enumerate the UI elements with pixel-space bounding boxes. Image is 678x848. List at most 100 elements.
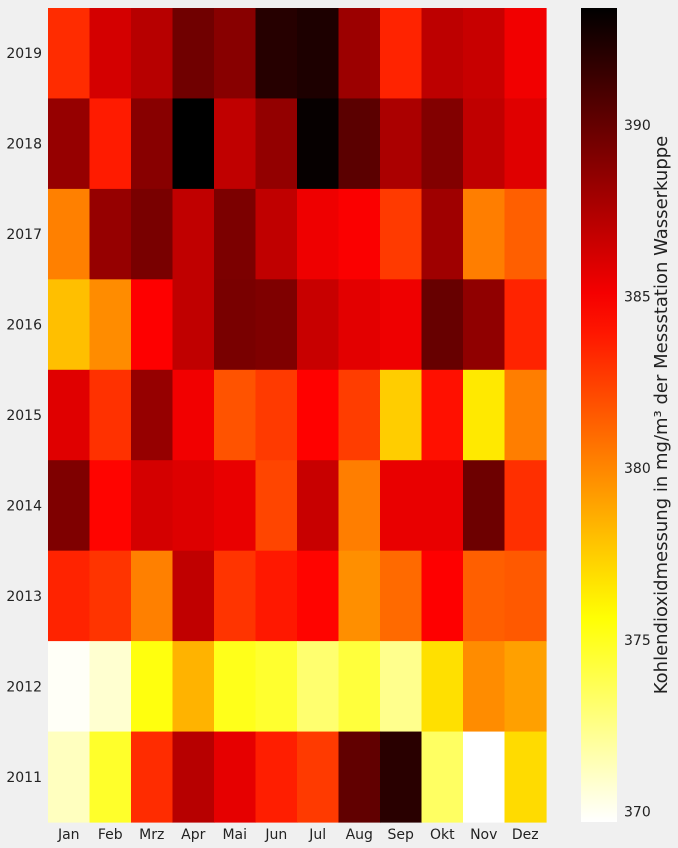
heatmap-cell	[214, 460, 257, 552]
heatmap-cell	[338, 8, 381, 100]
heatmap-cell	[463, 188, 506, 280]
heatmap-cell	[421, 98, 464, 190]
heatmap-cell	[297, 731, 340, 823]
x-tick-label: Feb	[98, 827, 123, 843]
heatmap-cell	[421, 460, 464, 552]
heatmap-cell	[463, 8, 506, 100]
heatmap-cell	[48, 550, 91, 642]
heatmap-cell	[463, 731, 506, 823]
y-tick-label: 2016	[6, 318, 42, 334]
y-tick-label: 2019	[6, 46, 42, 62]
y-tick-labels: 2019 2018 2017 2016 2015 2014 2013 2012 2011	[6, 46, 42, 786]
heatmap-cell	[48, 641, 91, 733]
x-tick-label: Jan	[57, 827, 80, 843]
heatmap-cell	[48, 98, 91, 190]
heatmap-cell	[214, 279, 257, 371]
heatmap-cell	[421, 8, 464, 100]
heatmap-cell	[48, 188, 91, 280]
x-tick-label: Nov	[470, 827, 497, 843]
heatmap-cell	[172, 8, 215, 100]
heatmap-cell	[463, 550, 506, 642]
heatmap-cell	[89, 731, 132, 823]
heatmap-cell	[255, 550, 298, 642]
heatmap-cell	[89, 98, 132, 190]
heatmap-cell	[297, 98, 340, 190]
heatmap-cell	[297, 641, 340, 733]
heatmap-cells	[48, 8, 547, 823]
heatmap-cell	[255, 641, 298, 733]
colorbar-tick-label: 390	[624, 118, 651, 134]
heatmap-cell	[504, 188, 547, 280]
colorbar-tick-label: 370	[624, 805, 651, 821]
heatmap-cell	[131, 460, 174, 552]
heatmap-cell	[255, 8, 298, 100]
heatmap-cell	[297, 369, 340, 461]
heatmap-cell	[214, 98, 257, 190]
y-tick-label: 2014	[6, 498, 42, 514]
heatmap-cell	[48, 8, 91, 100]
heatmap-cell	[504, 550, 547, 642]
heatmap-cell	[421, 550, 464, 642]
colorbar-tick-labels: 370 375 380 385 390	[624, 118, 651, 821]
heatmap-cell	[131, 279, 174, 371]
heatmap-cell	[504, 279, 547, 371]
heatmap-cell	[504, 98, 547, 190]
heatmap-cell	[48, 460, 91, 552]
colorbar-tick-label: 385	[624, 290, 651, 306]
heatmap-cell	[214, 188, 257, 280]
heatmap-cell	[463, 641, 506, 733]
heatmap-cell	[463, 98, 506, 190]
y-tick-label: 2017	[6, 227, 42, 243]
x-tick-labels: Jan Feb Mrz Apr Mai Jun Jul Aug Sep Okt Nov Dez	[57, 827, 539, 843]
colorbar-tick-label: 380	[624, 461, 651, 477]
heatmap-cell	[338, 279, 381, 371]
heatmap-cell	[131, 8, 174, 100]
heatmap-cell	[463, 279, 506, 371]
x-tick-label: Dez	[512, 827, 539, 843]
x-tick-label: Apr	[181, 827, 205, 843]
heatmap-cell	[172, 641, 215, 733]
heatmap-cell	[297, 188, 340, 280]
heatmap-cell	[421, 279, 464, 371]
heatmap-cell	[380, 98, 423, 190]
colorbar-label: Kohlendioxidmessung in mg/m³ der Messsta…	[651, 136, 672, 695]
heatmap-cell	[297, 279, 340, 371]
heatmap-cell	[48, 279, 91, 371]
heatmap-cell	[338, 731, 381, 823]
heatmap-cell	[338, 98, 381, 190]
heatmap-cell	[255, 460, 298, 552]
heatmap-cell	[504, 641, 547, 733]
heatmap-cell	[172, 550, 215, 642]
heatmap-cell	[338, 641, 381, 733]
heatmap-cell	[89, 8, 132, 100]
heatmap-cell	[48, 369, 91, 461]
heatmap-cell	[380, 460, 423, 552]
y-tick-label: 2015	[6, 408, 42, 424]
heatmap-cell	[421, 188, 464, 280]
heatmap-cell	[380, 8, 423, 100]
heatmap-cell	[380, 731, 423, 823]
y-tick-label: 2013	[6, 589, 42, 605]
heatmap-cell	[421, 731, 464, 823]
x-tick-label: Mai	[222, 827, 247, 843]
heatmap-cell	[463, 369, 506, 461]
heatmap-cell	[380, 188, 423, 280]
heatmap-cell	[255, 731, 298, 823]
y-tick-label: 2018	[6, 137, 42, 153]
heatmap-cell	[255, 369, 298, 461]
heatmap-cell	[255, 188, 298, 280]
heatmap-cell	[297, 8, 340, 100]
heatmap-cell	[131, 731, 174, 823]
heatmap-cell	[338, 369, 381, 461]
x-tick-label: Okt	[430, 827, 455, 843]
heatmap-cell	[338, 550, 381, 642]
y-tick-label: 2012	[6, 679, 42, 695]
heatmap-cell	[131, 188, 174, 280]
heatmap-cell	[380, 641, 423, 733]
heatmap-cell	[172, 460, 215, 552]
heatmap-cell	[504, 369, 547, 461]
heatmap-cell	[338, 188, 381, 280]
heatmap-cell	[131, 550, 174, 642]
heatmap-cell	[380, 550, 423, 642]
